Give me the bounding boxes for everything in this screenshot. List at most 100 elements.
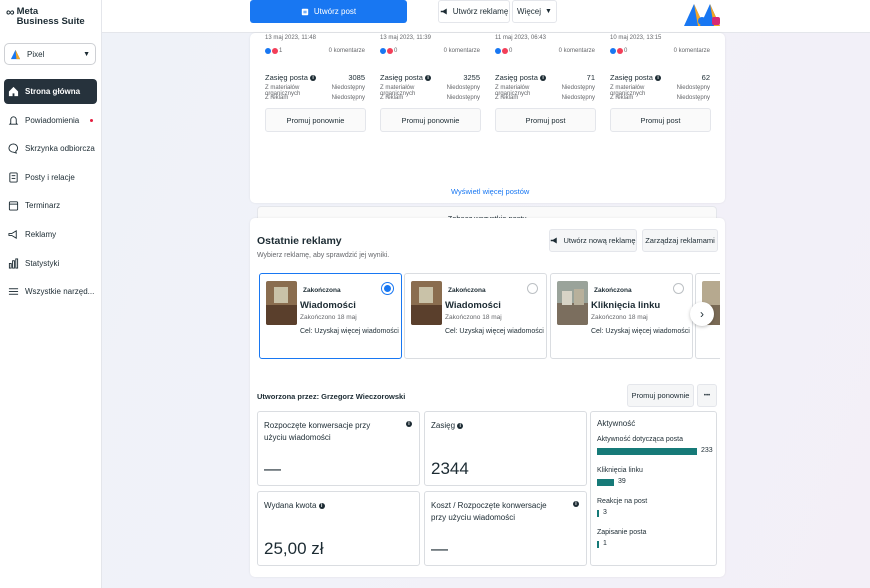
info-icon[interactable]: i (406, 421, 412, 427)
nav-item-inbox[interactable]: Skrzynka odbiorcza (4, 136, 97, 161)
organic-row: Z materiałów organicznych Niedostępny (265, 85, 365, 97)
ads-label: Z reklam (610, 95, 634, 101)
show-more-posts-link[interactable]: Wyświetl więcej postów (451, 187, 530, 196)
post-reach: Zasięg posta i 3085 (265, 73, 365, 82)
logo-line2: Business Suite (16, 16, 85, 27)
chevron-right-icon: › (700, 307, 704, 321)
nav-label: Strona główna (25, 87, 81, 96)
megaphone-icon (8, 229, 17, 239)
metric-value: — (264, 459, 281, 478)
info-icon[interactable]: i (573, 501, 579, 507)
info-icon[interactable]: i (655, 75, 662, 82)
create-post-button[interactable]: Utwórz post (250, 0, 407, 23)
post-date: 11 maj 2023, 06:43 (495, 35, 546, 41)
reach-label: Zasięg posta (495, 73, 538, 82)
reaction-count: 0 (509, 48, 513, 54)
organic-label: Z materiałów organicznych (495, 85, 531, 97)
nav-label: Posty i relacje (25, 172, 75, 182)
promote-button[interactable]: Promuj post (610, 108, 711, 132)
posts-icon (9, 172, 18, 183)
promote-button[interactable]: Promuj ponownie (265, 108, 366, 132)
ads-value: Niedostępny (676, 95, 710, 101)
nav-item-insights[interactable]: Statystyki (4, 251, 97, 276)
chart-icon (8, 258, 19, 269)
ad-select-radio[interactable] (527, 283, 538, 294)
organic-row: Z materiałów organicznych Niedostępny (380, 85, 480, 97)
activity-value: 233 (701, 447, 713, 454)
ad-item[interactable]: Zakończona Kliknięcia linku Zakończono 1… (550, 273, 693, 359)
ad-item[interactable]: Zakończona Wiadomości Zakończono 18 maj … (404, 273, 547, 359)
info-icon[interactable]: i (318, 502, 325, 509)
ad-goal: Cel: Uzyskaj więcej wiadomości (300, 328, 399, 335)
nav-item-ads[interactable]: Reklamy (4, 222, 97, 247)
info-icon[interactable]: i (425, 75, 432, 82)
recent-ads-subtitle: Wybierz reklamę, aby sprawdzić jej wynik… (257, 252, 390, 259)
ad-status: Zakończona (448, 287, 486, 294)
nav-item-posts[interactable]: Posty i relacje (4, 165, 97, 190)
menu-icon (8, 288, 19, 295)
manage-ads-button[interactable]: Zarządzaj reklamami (642, 229, 718, 252)
create-ad-button[interactable]: Utwórz reklamę (438, 0, 510, 23)
nav-label: Statystyki (25, 258, 60, 268)
activity-label: Aktywność dotycząca posta (597, 436, 683, 443)
activity-bar (597, 510, 599, 517)
ad-select-radio[interactable] (382, 283, 393, 294)
ads-label: Z reklam (265, 95, 289, 101)
nav-item-home[interactable]: Strona główna (4, 79, 97, 104)
ads-value: Niedostępny (446, 95, 480, 101)
love-reaction-icon (617, 48, 623, 54)
like-reaction-icon (380, 48, 386, 54)
more-options-button[interactable]: ••• (697, 384, 717, 407)
ad-goal: Cel: Uzyskaj więcej wiadomości (591, 328, 690, 335)
nav-item-all-tools[interactable]: Wszystkie narzęd... (4, 279, 97, 304)
recent-ads-card: Ostatnie reklamy Wybierz reklamę, aby sp… (250, 218, 725, 577)
activity-bar (597, 479, 614, 486)
page-avatar[interactable] (682, 2, 722, 30)
notification-dot (90, 118, 93, 122)
reaction-count: 0 (394, 48, 398, 54)
activity-label: Reakcje na post (597, 498, 648, 505)
bell-icon (8, 116, 19, 125)
ad-end-date: Zakończono 18 maj (445, 314, 502, 321)
info-icon[interactable]: i (540, 75, 547, 82)
ad-select-radio[interactable] (673, 283, 684, 294)
ads-label: Z reklam (380, 95, 404, 101)
ads-row: Z reklam Niedostępny (610, 95, 710, 101)
comment-count: 0 komentarze (443, 48, 480, 54)
metric-label: Wydana kwota i (264, 500, 394, 512)
meta-logo[interactable]: ∞ Meta Business Suite (6, 6, 85, 27)
nav-item-calendar[interactable]: Terminarz (4, 193, 97, 218)
carousel-next-button[interactable]: › (690, 302, 714, 326)
reach-label: Zasięg posta (610, 73, 653, 82)
like-reaction-icon (610, 48, 616, 54)
create-ad-label: Utwórz reklamę (452, 7, 509, 16)
promote-button[interactable]: Promuj ponownie (380, 108, 481, 132)
ad-item[interactable]: Zakończona Wiadomości Zakończono 18 maj … (259, 273, 402, 359)
comment-count: 0 komentarze (328, 48, 365, 54)
activity-label: Kliknięcia linku (597, 467, 643, 474)
ads-row: Z reklam Niedostępny (265, 95, 365, 101)
chevron-down-icon: ▼ (545, 8, 552, 15)
more-button[interactable]: Więcej ▼ (512, 0, 557, 23)
info-icon[interactable]: i (457, 422, 464, 429)
post-reactions: 0 0 komentarze (610, 48, 710, 54)
promote-again-button[interactable]: Promuj ponownie (627, 384, 694, 407)
ad-goal: Cel: Uzyskaj więcej wiadomości (445, 328, 544, 335)
organic-value: Niedostępny (331, 85, 365, 91)
promote-button[interactable]: Promuj post (495, 108, 596, 132)
post-reach: Zasięg posta i 62 (610, 73, 710, 82)
recent-posts-card: 13 maj 2023, 11:48 1 0 komentarze Zasięg … (250, 33, 725, 230)
love-reaction-icon (387, 48, 393, 54)
post-date: 13 maj 2023, 11:39 (380, 35, 431, 41)
organic-row: Z materiałów organicznych Niedostępny (495, 85, 595, 97)
info-icon[interactable]: i (310, 75, 317, 82)
reaction-count: 1 (279, 48, 283, 54)
nav-item-notifications[interactable]: Powiadomienia (4, 108, 97, 133)
more-label: Więcej (517, 7, 542, 16)
reach-value: 3255 (463, 73, 480, 82)
post-icon (301, 8, 309, 15)
account-logo-icon (10, 49, 21, 59)
spent-label: Wydana kwota (264, 501, 317, 510)
account-switcher[interactable]: Pixel ▼ (4, 43, 96, 65)
create-new-ad-button[interactable]: Utwórz nową reklamę (549, 229, 637, 252)
